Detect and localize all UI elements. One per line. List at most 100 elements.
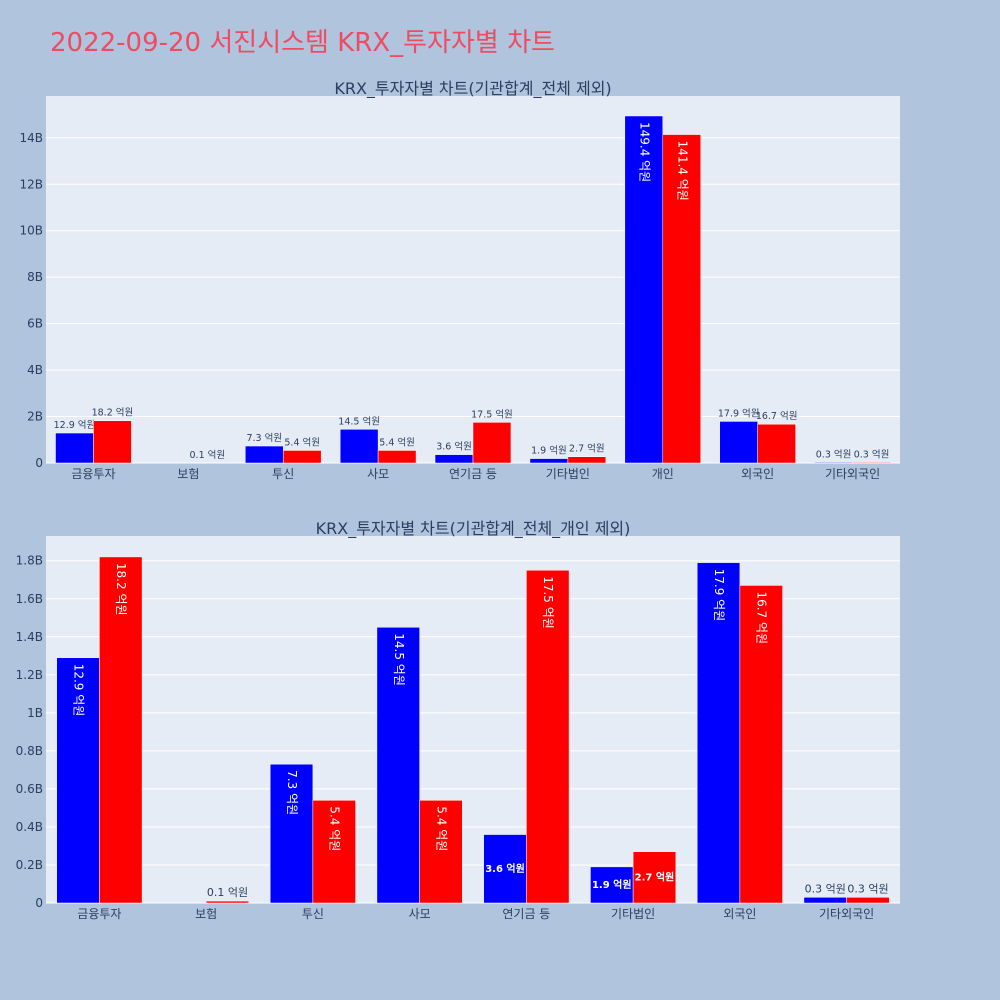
chart-title: KRX_투자자별 차트(기관합계_전체 제외) [334,79,611,99]
y-tick-label: 0.2B [16,858,43,872]
y-tick-label: 4B [27,363,43,377]
chart-1: 0 2B 4B 6B 8B 10B 12B 14B KRX_투자자별 차트(기관합계_전체 제외… [19,79,900,481]
x-tick-label: 외국인 [723,907,756,921]
bar [526,569,570,904]
bar [99,556,143,904]
data-label: 18.2 억원 [92,407,134,419]
x-tick-label: 보험 [177,467,199,481]
bar [55,432,94,464]
y-tick-label: 1.2B [16,668,43,682]
data-label: 141.4 억원 [675,141,689,201]
bar [269,763,314,904]
x-tick-label: 투신 [302,907,324,921]
bar [377,450,417,464]
bar [245,445,284,464]
data-label: 14.5 억원 [392,633,406,686]
data-label: 2.7 억원 [635,870,675,883]
bar [632,851,677,904]
data-label: 0.3 억원 [854,448,890,460]
bar [419,800,463,904]
data-label: 12.9 억원 [54,419,96,431]
y-tick-label: 0 [35,456,43,470]
data-label: 0.3 억원 [816,448,852,460]
x-tick-label: 금융투자 [71,467,115,481]
y-tick-label: 12B [19,177,43,191]
y-tick-label: 14B [19,131,43,145]
bar [624,115,664,464]
bar [846,897,890,904]
bar [696,562,741,904]
y-tick-label: 0.8B [16,744,43,758]
x-tick-label: 연기금 등 [502,907,550,921]
x-tick-label: 외국인 [741,467,774,481]
bar [567,456,607,464]
bar [376,627,420,904]
data-label: 0.3 억원 [847,882,888,895]
bar [434,454,474,464]
bar [803,897,847,904]
bar [739,585,783,904]
y-tick-label: 10B [19,224,43,238]
data-label: 3.6 억원 [485,862,525,875]
data-label: 1.9 억원 [592,878,632,891]
data-label: 17.5 억원 [471,408,513,420]
data-label: 5.4 억원 [379,436,415,448]
bar [529,458,569,464]
bar [483,834,527,904]
x-tick-label: 기타법인 [611,907,655,921]
y-tick-label: 0.4B [16,820,43,834]
x-tick-label: 기타외국인 [825,467,880,481]
x-tick-label: 연기금 등 [449,467,497,481]
chart-2: 0 0.2B 0.4B 0.6B 0.8B 1B 1.2B 1.4B 1.6B 1.8B KRX_투… [16,519,900,921]
y-tick-label: 2B [27,410,43,424]
data-label: 7.3 억원 [246,432,282,444]
plot-area [46,536,900,903]
bar [93,420,132,464]
data-label: 5.4 억원 [328,806,342,851]
data-label: 0.1 억원 [190,449,226,461]
data-label: 17.9 억원 [718,407,760,419]
chart-title: KRX_투자자별 차트(기관합계_전체_개인 제외) [316,519,631,539]
data-label: 16.7 억원 [755,591,769,644]
bar [719,421,758,464]
y-tick-label: 0 [35,896,43,910]
plot-area [46,96,900,463]
y-tick-label: 1.8B [16,554,43,568]
page-title: 2022-09-20 서진시스템 KRX_투자자별 차트 [50,28,555,58]
top-chart: 0 2B 4B 6B 8B 10B 12B 14B KRX_투자자별 차트(기관합계_전체 제외… [19,79,900,481]
bar [205,900,250,904]
data-label: 18.2 억원 [114,563,128,616]
bar [56,657,100,904]
x-tick-label: 개인 [652,467,674,481]
data-label: 0.3 억원 [805,882,846,895]
data-label: 12.9 억원 [72,664,86,717]
bar [312,800,356,904]
data-label: 0.1 억원 [207,886,248,899]
bar [339,429,379,464]
data-label: 3.6 억원 [436,441,472,453]
data-label: 149.4 억원 [637,122,651,182]
x-tick-label: 보험 [195,907,217,921]
x-tick-label: 기타법인 [546,467,590,481]
data-label: 1.9 억원 [531,445,567,457]
data-label: 16.7 억원 [756,410,798,422]
bar [662,134,701,464]
bar [472,422,512,464]
x-tick-label: 사모 [409,907,431,921]
x-tick-label: 투신 [272,467,294,481]
y-tick-label: 1.4B [16,630,43,644]
data-label: 5.4 억원 [284,436,320,448]
bar [852,462,891,464]
y-tick-label: 8B [27,270,43,284]
data-label: 17.5 억원 [541,576,555,629]
data-label: 14.5 억원 [338,415,380,427]
data-label: 5.4 억원 [434,806,448,851]
bar [590,866,634,904]
x-tick-label: 금융투자 [77,907,121,921]
y-tick-label: 1B [27,706,43,720]
y-tick-label: 0.6B [16,782,43,796]
data-label: 2.7 억원 [569,443,605,455]
data-label: 7.3 억원 [285,770,299,815]
bar [757,423,796,464]
x-tick-label: 사모 [367,467,389,481]
